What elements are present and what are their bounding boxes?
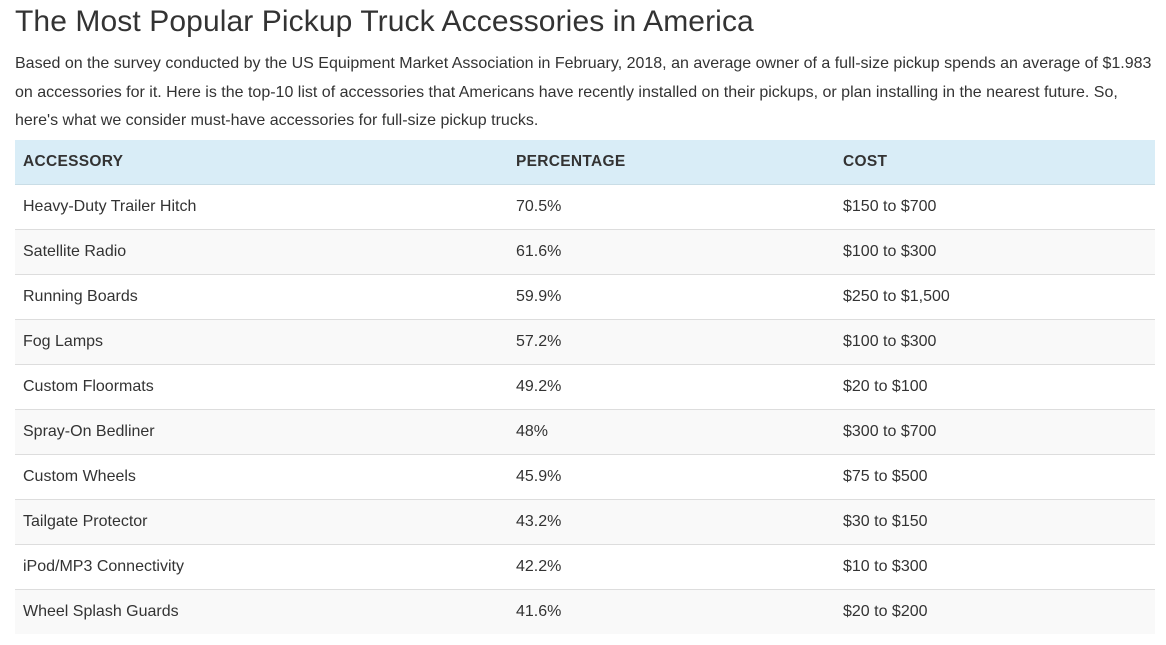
table-body: Heavy-Duty Trailer Hitch 70.5% $150 to $…: [15, 184, 1155, 634]
page-title: The Most Popular Pickup Truck Accessorie…: [15, 5, 754, 38]
table-row: Spray-On Bedliner 48% $300 to $700: [15, 409, 1155, 455]
cell-percentage: 45.9%: [508, 454, 835, 500]
table-row: Tailgate Protector 43.2% $30 to $150: [15, 499, 1155, 545]
header-cost: COST: [835, 139, 1155, 185]
cell-accessory: Custom Floormats: [15, 364, 508, 410]
cell-accessory: Tailgate Protector: [15, 499, 508, 545]
cell-cost: $10 to $300: [835, 544, 1155, 590]
cell-cost: $20 to $200: [835, 589, 1155, 634]
header-percentage: PERCENTAGE: [508, 139, 835, 185]
cell-percentage: 42.2%: [508, 544, 835, 590]
header-row: ACCESSORY PERCENTAGE COST: [15, 139, 1155, 185]
cell-cost: $300 to $700: [835, 409, 1155, 455]
cell-cost: $20 to $100: [835, 364, 1155, 410]
table-row: Heavy-Duty Trailer Hitch 70.5% $150 to $…: [15, 184, 1155, 230]
cell-percentage: 49.2%: [508, 364, 835, 410]
cell-cost: $100 to $300: [835, 229, 1155, 275]
cell-percentage: 48%: [508, 409, 835, 455]
cell-cost: $100 to $300: [835, 319, 1155, 365]
article: The Most Popular Pickup Truck Accessorie…: [15, 5, 1155, 634]
cell-percentage: 43.2%: [508, 499, 835, 545]
cell-percentage: 61.6%: [508, 229, 835, 275]
cell-accessory: Custom Wheels: [15, 454, 508, 500]
cell-accessory: Fog Lamps: [15, 319, 508, 365]
cell-percentage: 59.9%: [508, 274, 835, 320]
cell-cost: $150 to $700: [835, 184, 1155, 230]
table-row: Satellite Radio 61.6% $100 to $300: [15, 229, 1155, 275]
table-row: Fog Lamps 57.2% $100 to $300: [15, 319, 1155, 365]
table-row: Running Boards 59.9% $250 to $1,500: [15, 274, 1155, 320]
header-accessory: ACCESSORY: [15, 139, 508, 185]
cell-cost: $250 to $1,500: [835, 274, 1155, 320]
cell-accessory: Wheel Splash Guards: [15, 589, 508, 634]
intro-paragraph: Based on the survey conducted by the US …: [15, 55, 1152, 129]
accessories-table: ACCESSORY PERCENTAGE COST Heavy-Duty Tra…: [15, 139, 1155, 634]
cell-accessory: Heavy-Duty Trailer Hitch: [15, 184, 508, 230]
table-header: ACCESSORY PERCENTAGE COST: [15, 139, 1155, 185]
cell-accessory: Running Boards: [15, 274, 508, 320]
table-row: Custom Wheels 45.9% $75 to $500: [15, 454, 1155, 500]
cell-percentage: 41.6%: [508, 589, 835, 634]
cell-percentage: 57.2%: [508, 319, 835, 365]
cell-accessory: iPod/MP3 Connectivity: [15, 544, 508, 590]
cell-cost: $75 to $500: [835, 454, 1155, 500]
cell-percentage: 70.5%: [508, 184, 835, 230]
table-row: Custom Floormats 49.2% $20 to $100: [15, 364, 1155, 410]
cell-accessory: Satellite Radio: [15, 229, 508, 275]
cell-accessory: Spray-On Bedliner: [15, 409, 508, 455]
cell-cost: $30 to $150: [835, 499, 1155, 545]
table-row: iPod/MP3 Connectivity 42.2% $10 to $300: [15, 544, 1155, 590]
table-row: Wheel Splash Guards 41.6% $20 to $200: [15, 589, 1155, 634]
